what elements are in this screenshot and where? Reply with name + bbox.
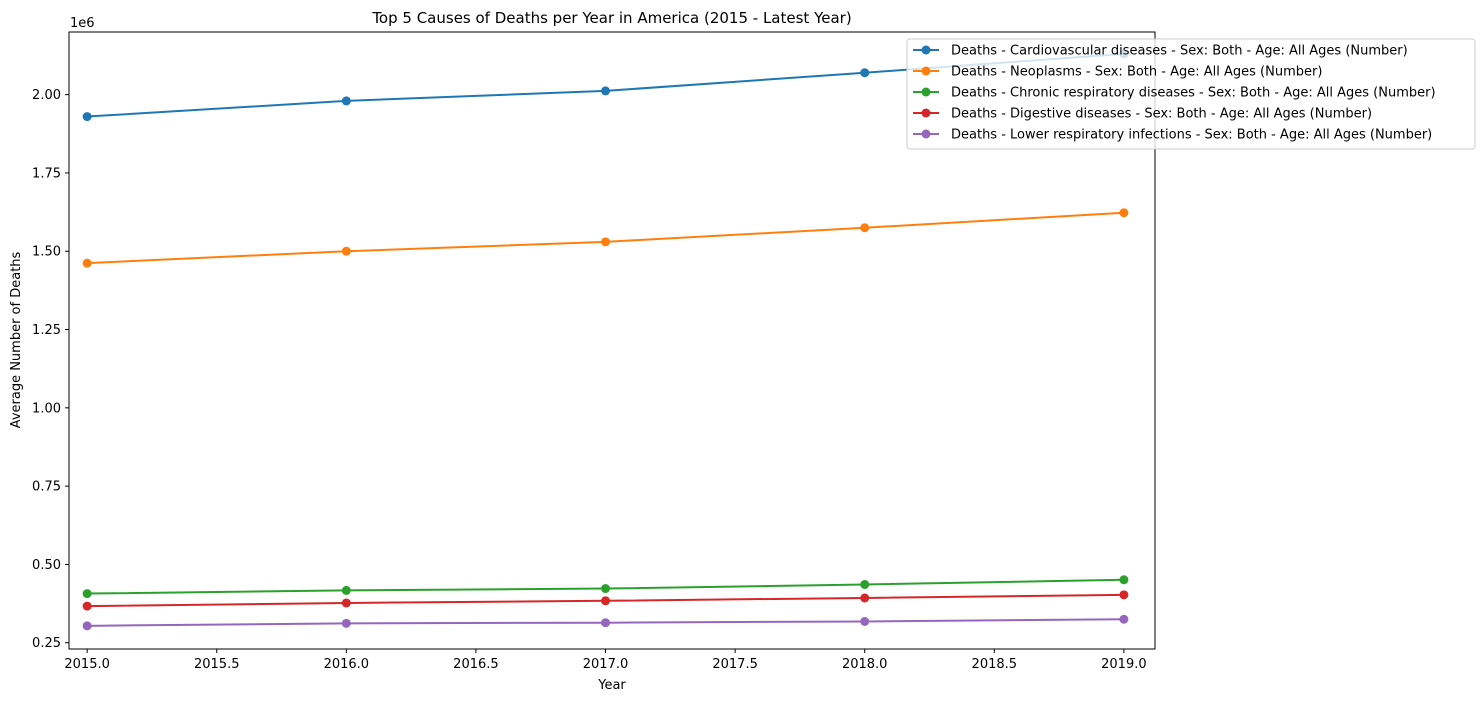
legend-marker: [921, 45, 931, 55]
data-point: [1119, 614, 1129, 624]
data-point: [341, 585, 351, 595]
data-point: [601, 86, 611, 96]
y-axis-title: Average Number of Deaths: [9, 251, 24, 428]
data-point: [860, 68, 870, 78]
legend-marker: [921, 87, 931, 97]
legend: Deaths - Cardiovascular diseases - Sex: …: [906, 38, 1476, 150]
y-tick-label: 0.50: [32, 558, 61, 573]
x-tick-label: 2016.5: [453, 657, 499, 672]
x-tick-label: 2015.0: [64, 657, 110, 672]
x-tick-label: 2019.0: [1101, 657, 1147, 672]
legend-item: Deaths - Chronic respiratory diseases - …: [913, 86, 1436, 101]
series-4: [82, 590, 1129, 611]
y-tick-label: 0.25: [32, 636, 61, 651]
data-point: [341, 96, 351, 106]
data-point: [601, 237, 611, 247]
x-tick-label: 2015.5: [194, 657, 240, 672]
series-3: [82, 575, 1129, 599]
series-2: [82, 208, 1129, 268]
legend-items: Deaths - Cardiovascular diseases - Sex: …: [913, 44, 1436, 143]
data-point: [860, 593, 870, 603]
x-tick-label: 2017.5: [712, 657, 758, 672]
chart-title: Top 5 Causes of Deaths per Year in Ameri…: [371, 9, 851, 27]
y-axis: 0.25 0.50 0.75 1.00 1.25 1.50 1.75 2.00: [32, 88, 69, 651]
legend-label: Deaths - Lower respiratory infections - …: [951, 128, 1432, 143]
data-point: [601, 584, 611, 594]
data-point: [1119, 590, 1129, 600]
y-tick-label: 1.25: [32, 323, 61, 338]
legend-item: Deaths - Digestive diseases - Sex: Both …: [913, 107, 1372, 122]
legend-item: Deaths - Neoplasms - Sex: Both - Age: Al…: [913, 65, 1322, 80]
x-tick-label: 2017.0: [583, 657, 629, 672]
x-tick-label: 2018.0: [842, 657, 888, 672]
data-point: [82, 621, 92, 631]
legend-item: Deaths - Lower respiratory infections - …: [913, 128, 1432, 143]
legend-item: Deaths - Cardiovascular diseases - Sex: …: [913, 44, 1408, 59]
data-point: [341, 618, 351, 628]
x-axis: 2015.0 2015.5 2016.0 2016.5 2017.0 2017.5 2018…: [64, 649, 1147, 672]
x-axis-title: Year: [597, 678, 626, 693]
legend-label: Deaths - Digestive diseases - Sex: Both …: [951, 107, 1372, 122]
data-point: [860, 616, 870, 626]
y-tick-label: 1.75: [32, 166, 61, 181]
data-point: [601, 618, 611, 628]
series-5: [82, 614, 1129, 631]
legend-box: [906, 38, 1476, 150]
legend-marker: [921, 108, 931, 118]
data-point: [341, 246, 351, 256]
data-point: [860, 579, 870, 589]
x-tick-label: 2018.5: [972, 657, 1018, 672]
y-offset-label: 1e6: [70, 16, 95, 31]
legend-label: Deaths - Neoplasms - Sex: Both - Age: Al…: [951, 65, 1322, 80]
legend-label: Deaths - Cardiovascular diseases - Sex: …: [951, 44, 1408, 59]
legend-label: Deaths - Chronic respiratory diseases - …: [951, 86, 1436, 101]
data-point: [860, 223, 870, 233]
data-point: [1119, 575, 1129, 585]
legend-marker: [921, 129, 931, 139]
data-point: [82, 112, 92, 122]
x-tick-label: 2016.0: [324, 657, 370, 672]
plot-frame: [68, 31, 1156, 650]
y-tick-label: 2.00: [32, 88, 61, 103]
data-point: [82, 589, 92, 599]
y-tick-label: 0.75: [32, 480, 61, 495]
data-point: [82, 258, 92, 268]
data-point: [601, 596, 611, 606]
data-point: [341, 598, 351, 608]
data-point: [82, 601, 92, 611]
legend-marker: [921, 66, 931, 76]
y-tick-label: 1.50: [32, 245, 61, 260]
data-point: [1119, 208, 1129, 218]
y-tick-label: 1.00: [32, 401, 61, 416]
